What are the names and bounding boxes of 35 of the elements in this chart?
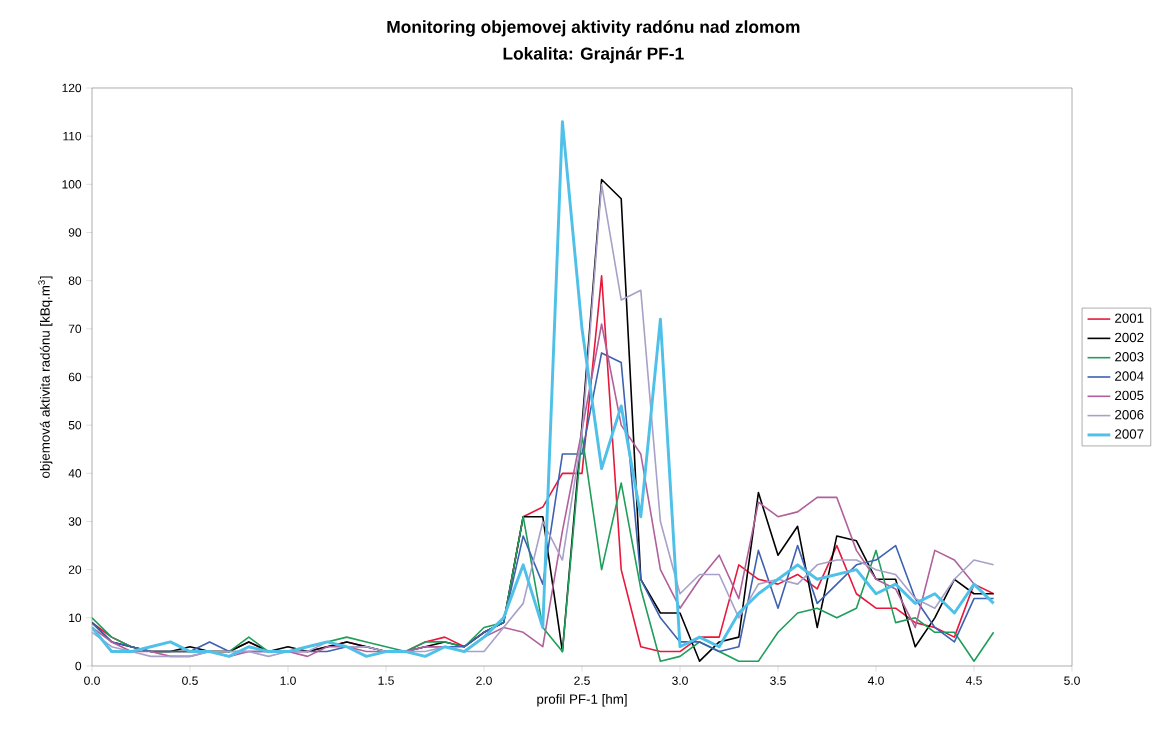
y-tick-label: 70 [68,324,82,334]
legend-label: 2004 [1115,371,1144,381]
y-tick-label: 10 [69,613,82,623]
x-axis-title: profil PF-1 [hm] [537,694,627,707]
legend-label: 2006 [1115,409,1144,420]
x-tick-label: 0.0 [84,676,100,685]
legend-label: 2005 [1115,390,1144,401]
x-tick-label: 3.0 [672,676,688,685]
x-tick-label: 1.5 [378,676,394,685]
y-tick-label: 0 [75,661,82,671]
y-tick-label: 40 [68,469,82,478]
x-tick-label: 2.0 [476,676,492,685]
y-tick-label: 120 [62,83,82,93]
y-tick-label: 90 [68,228,82,237]
x-tick-label: 2.5 [574,676,590,685]
legend-label: 2007 [1115,429,1144,439]
x-tick-label: 3.5 [770,676,786,685]
legend-label: 2002 [1115,332,1144,343]
y-tick-label: 80 [68,276,82,285]
legend-label: 2001 [1115,313,1144,323]
y-axis-title: objemová aktivita radónu [kBq.m$^{3}$] [38,276,53,478]
x-tick-label: 4.0 [867,676,884,685]
x-tick-label: 0.5 [182,676,198,685]
y-tick-label: 20 [68,565,82,574]
x-tick-label: 4.5 [965,676,982,685]
x-tick-label: 1.0 [280,676,296,685]
y-tick-label: 110 [63,131,82,141]
legend-label: 2003 [1115,352,1144,362]
y-tick-label: 60 [68,372,82,382]
chart-subtitle: Lokalita: Grajnár PF-1 [503,46,684,64]
chart-title: Monitoring objemovej aktivity radónu nad zlomom [387,20,800,37]
x-tick-label: 5.0 [1064,676,1080,685]
y-tick-label: 30 [68,517,82,526]
y-tick-label: 100 [62,180,82,189]
y-tick-label: 50 [68,420,82,430]
